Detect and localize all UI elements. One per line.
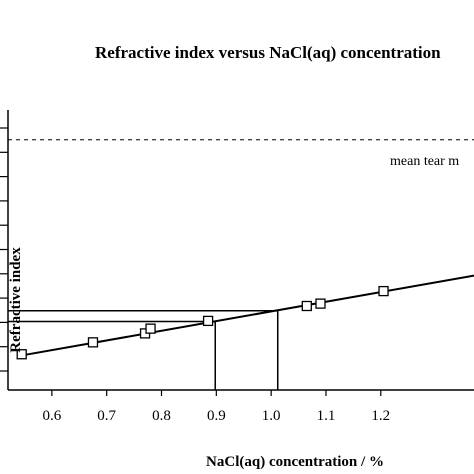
data-point bbox=[315, 298, 326, 309]
x-tick-label: 0.8 bbox=[152, 408, 171, 424]
x-tick-label: 0.9 bbox=[207, 408, 226, 424]
x-tick-label: 0.7 bbox=[97, 408, 116, 424]
data-point bbox=[301, 300, 312, 312]
x-tick-label: 1.0 bbox=[262, 408, 281, 424]
data-point bbox=[16, 349, 27, 360]
data-point bbox=[378, 285, 389, 297]
data-point bbox=[145, 323, 156, 334]
x-tick-label: 1.1 bbox=[317, 408, 336, 424]
guide-lines bbox=[8, 310, 279, 390]
x-tick-label: 1.2 bbox=[371, 408, 390, 424]
reference-line-group: mean tear m bbox=[8, 139, 474, 169]
axes bbox=[0, 110, 474, 391]
data-point bbox=[202, 315, 214, 327]
reference-line-label: mean tear m bbox=[390, 154, 459, 169]
x-axis-label: NaCl(aq) concentration / % bbox=[206, 454, 384, 470]
data-point bbox=[87, 337, 99, 348]
x-tick-label: 0.6 bbox=[42, 408, 61, 424]
data-points bbox=[16, 285, 389, 360]
x-ticks: 0.6 0.7 0.8 0.9 1.0 1.1 1.2 bbox=[42, 390, 390, 424]
chart-title: Refractive index versus NaCl(aq) concent… bbox=[95, 43, 441, 62]
y-axis-label: Refractive index bbox=[8, 247, 24, 353]
